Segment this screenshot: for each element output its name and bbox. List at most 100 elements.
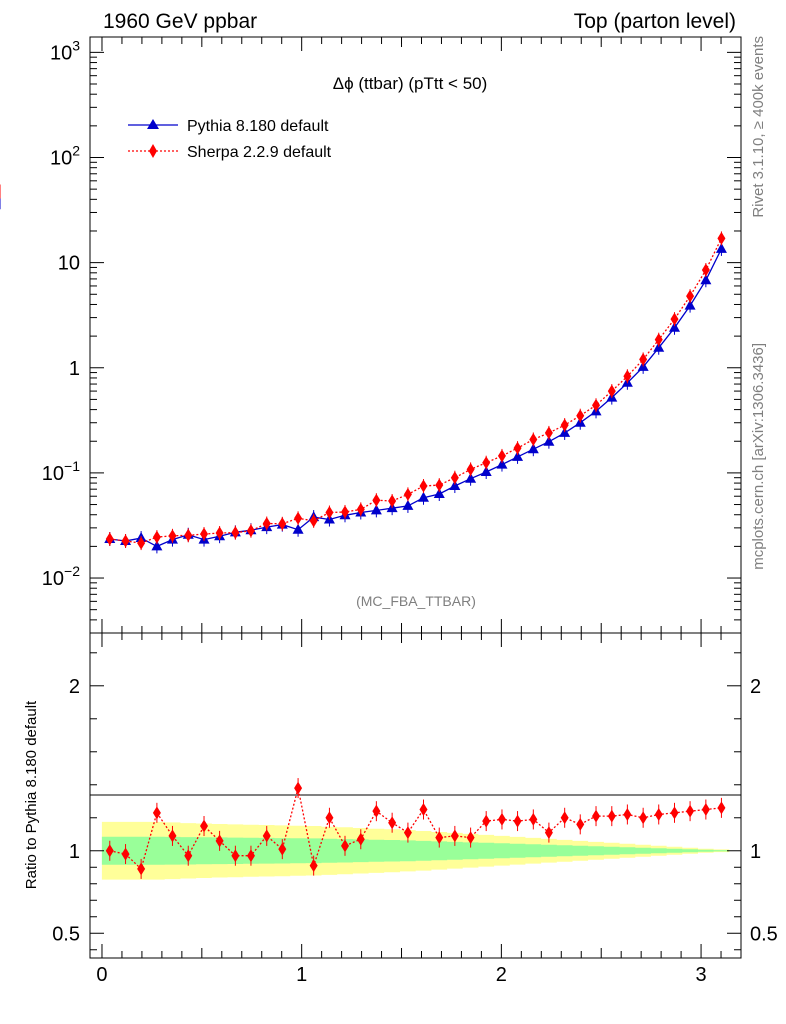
data-point-pythia — [700, 274, 712, 285]
data-point-sherpa — [544, 426, 553, 440]
data-point-sherpa — [592, 398, 601, 412]
ratio-point — [105, 844, 114, 858]
ratio-point — [717, 801, 726, 815]
ratio-point — [262, 829, 271, 843]
data-point-sherpa — [325, 506, 334, 520]
ratio-series-line — [109, 787, 722, 871]
ratio-point — [419, 803, 428, 817]
plot-title: Δϕ (ttbar) (pTtt < 50) — [333, 74, 488, 93]
data-point-sherpa — [403, 487, 412, 501]
x-tick-label: 3 — [695, 964, 706, 986]
ratio-point — [623, 807, 632, 821]
ratio-point — [529, 812, 538, 826]
data-point-pythia — [543, 435, 555, 446]
y-tick-label: 102 — [50, 142, 80, 169]
data-point-sherpa — [168, 529, 177, 543]
ratio-point — [576, 817, 585, 831]
data-point-sherpa — [497, 449, 506, 463]
ratio-y-tick-label-right: 0.5 — [750, 923, 778, 945]
y-tick-label: 10−1 — [42, 458, 80, 485]
ratio-point — [278, 842, 287, 856]
ratio-point — [200, 819, 209, 833]
ratio-point — [639, 811, 648, 825]
data-point-pythia — [496, 458, 508, 469]
data-point-sherpa — [450, 471, 459, 485]
data-point-pythia — [465, 472, 477, 483]
data-point-pythia — [653, 341, 665, 352]
data-point-pythia — [449, 480, 461, 491]
data-point-sherpa — [137, 536, 146, 550]
ratio-y-tick-label-left: 0.5 — [52, 923, 80, 945]
ratio-point — [482, 814, 491, 828]
data-point-sherpa — [513, 441, 522, 455]
lower-panel: 0.5 0.5 1 1 2 2 0 1 2 3 Ratio to Pythia 8.180 def… — [23, 632, 778, 986]
data-point-sherpa — [623, 369, 632, 383]
data-point-pythia — [669, 321, 681, 332]
data-point-pythia — [370, 504, 382, 515]
analysis-watermark: (MC_FBA_TTBAR) — [356, 593, 476, 609]
data-point-sherpa — [105, 532, 114, 546]
data-point-sherpa — [560, 418, 569, 432]
ratio-point — [137, 862, 146, 876]
ratio-point — [152, 806, 161, 820]
ratio-point — [701, 803, 710, 817]
data-point-sherpa — [231, 526, 240, 540]
rivet-label: Rivet 3.1.10, ≥ 400k events — [750, 36, 767, 218]
data-point-sherpa — [184, 528, 193, 542]
legend-label-sherpa: Sherpa 2.2.9 default — [187, 144, 332, 161]
data-point-sherpa — [419, 479, 428, 493]
data-point-sherpa — [152, 530, 161, 544]
ratio-point — [435, 831, 444, 845]
y-tick-label: 10−2 — [42, 563, 80, 590]
ratio-point — [513, 814, 522, 828]
data-point-pythia — [512, 450, 524, 461]
legend-marker-sherpa — [149, 144, 157, 158]
uncertainty-band-inner — [101, 836, 730, 865]
ratio-point — [168, 829, 177, 843]
ratio-y-tick-label-left: 2 — [69, 676, 80, 698]
x-tick-label: 1 — [296, 964, 307, 986]
ratio-point — [341, 839, 350, 853]
data-point-sherpa — [435, 478, 444, 492]
ratio-point — [544, 826, 553, 840]
series-line-pythia — [109, 248, 722, 548]
ratio-point — [592, 809, 601, 823]
data-point-sherpa — [466, 462, 475, 476]
ratio-point — [215, 834, 224, 848]
data-point-pythia — [402, 499, 414, 510]
data-point-sherpa — [121, 534, 130, 548]
data-point-sherpa — [200, 527, 209, 541]
data-point-sherpa — [482, 456, 491, 470]
x-tick-label: 0 — [96, 964, 107, 986]
ratio-y-tick-label-right: 2 — [750, 676, 761, 698]
ratio-point — [356, 832, 365, 846]
ratio-point — [246, 849, 255, 863]
ratio-point — [184, 849, 193, 863]
data-point-sherpa — [372, 493, 381, 507]
series-line-sherpa — [109, 238, 722, 544]
header-left: 1960 GeV ppbar — [103, 10, 257, 33]
ratio-point — [294, 781, 303, 795]
legend-label-pythia: Pythia 8.180 default — [187, 118, 329, 135]
y-tick-label: 10 — [58, 253, 80, 275]
x-tick-label: 2 — [496, 964, 507, 986]
ratio-point — [372, 804, 381, 818]
lower-frame — [89, 632, 742, 959]
data-point-pythia — [417, 491, 429, 502]
data-point-sherpa — [278, 517, 287, 531]
ratio-point — [497, 812, 506, 826]
data-point-pythia — [715, 242, 727, 253]
data-point-sherpa — [576, 409, 585, 423]
y-tick-label: 103 — [50, 37, 80, 64]
data-point-pythia — [433, 487, 445, 498]
data-point-sherpa — [529, 432, 538, 446]
legend: Pythia 8.180 default Sherpa 2.2.9 defaul… — [128, 118, 332, 161]
ratio-point — [654, 807, 663, 821]
data-point-pythia — [684, 299, 696, 310]
data-point-pythia — [527, 443, 539, 454]
ratio-point — [466, 831, 475, 845]
ratio-point — [607, 809, 616, 823]
data-point-pythia — [151, 540, 163, 551]
ratio-point — [325, 811, 334, 825]
